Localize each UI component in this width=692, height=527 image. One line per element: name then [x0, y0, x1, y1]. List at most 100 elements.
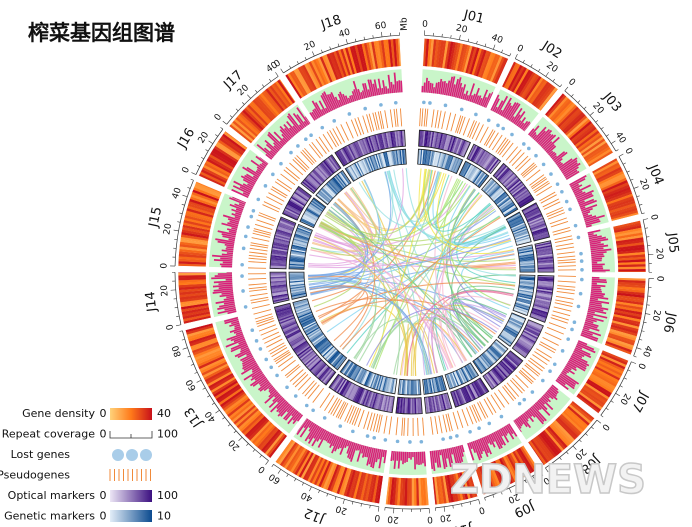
repeat-bar [535, 130, 546, 142]
link [457, 274, 516, 338]
gene-density [245, 105, 267, 128]
repeat-bar [292, 125, 299, 133]
repeat-bar [562, 162, 581, 176]
repeat-bar [457, 445, 464, 463]
repeat-bar [541, 134, 557, 149]
repeat-bar [572, 187, 580, 193]
genetic-marker [495, 193, 508, 205]
gene-density [610, 209, 639, 220]
repeat-bar [247, 183, 254, 188]
repeat-bar [591, 280, 607, 284]
optical-marker [430, 131, 435, 148]
gene-density [355, 471, 365, 500]
minor-tick [623, 377, 627, 380]
link [403, 323, 409, 376]
optical-marker [280, 217, 296, 226]
repeat-bar [249, 374, 266, 387]
genetic-marker [433, 151, 438, 167]
lost-gene [541, 162, 546, 167]
repeat-bar [587, 312, 608, 319]
chromosome-label: J04 [644, 162, 666, 187]
repeat-bar [528, 128, 535, 136]
optical-marker [315, 167, 328, 180]
tick-label: 20 [334, 503, 348, 516]
optical-marker [359, 388, 367, 405]
pseudogene [458, 116, 466, 135]
pseudogene [297, 376, 312, 391]
genetic-marker [299, 315, 314, 324]
gene-density [569, 402, 594, 423]
lost-gene [393, 100, 398, 105]
gene-density [433, 39, 440, 68]
optical-marker [483, 155, 495, 170]
optical-marker [473, 148, 484, 163]
link [430, 207, 494, 374]
pseudogene [250, 242, 269, 247]
optical-marker [525, 324, 542, 333]
genetic-marker [515, 302, 530, 309]
repeat-bar [583, 214, 593, 219]
gene-density [267, 86, 287, 111]
link [463, 262, 516, 269]
lost-gene [322, 416, 327, 420]
optical-marker [481, 153, 492, 168]
minor-tick [246, 443, 249, 446]
genetic-marker [463, 366, 472, 381]
optical-marker [272, 294, 289, 300]
gene-density [615, 232, 644, 240]
optical-marker [537, 262, 554, 266]
optical-marker [523, 206, 539, 216]
gene-density [564, 409, 587, 430]
gene-density [308, 60, 323, 88]
optical-marker [496, 166, 509, 180]
genetic-marker [515, 238, 531, 244]
optical-outline [395, 396, 423, 415]
pseudogene [486, 397, 497, 414]
gene-density [363, 42, 372, 71]
gene-density [206, 158, 233, 174]
genetic-marker [312, 198, 326, 209]
minor-tick [577, 100, 581, 103]
genetic-marker [373, 154, 379, 170]
optical-marker [478, 377, 489, 393]
gene-density [271, 83, 290, 108]
gene-density [444, 475, 452, 504]
optical-marker [290, 337, 305, 347]
genetic-marker [498, 336, 511, 347]
genetic-marker [447, 155, 454, 171]
optical-marker [443, 134, 449, 151]
optical-marker [279, 220, 295, 228]
minor-tick [639, 204, 643, 206]
tick-label: 0 [257, 463, 268, 475]
repeat-bar [404, 451, 407, 463]
pseudogene [421, 108, 424, 127]
gene-density [310, 59, 325, 87]
optical-marker [483, 375, 494, 390]
optical-marker [527, 322, 543, 330]
chromosome-label: J10 [450, 520, 474, 527]
optical-marker [537, 285, 554, 290]
pseudogene [530, 176, 546, 188]
repeat-bar [229, 197, 246, 206]
genetic-marker [514, 233, 530, 240]
repeat-bar [228, 238, 235, 242]
optical-marker [270, 280, 287, 284]
optical-marker [346, 383, 356, 399]
genetic-marker [518, 290, 534, 295]
gene-density [181, 229, 210, 237]
gene-density [291, 448, 309, 475]
optical-marker [341, 381, 351, 397]
gene-density [593, 162, 620, 178]
chromosome-label: J01 [461, 7, 485, 27]
genetic-marker [508, 216, 523, 225]
genetic-marker [371, 373, 378, 389]
repeat-bar [390, 81, 394, 94]
pseudogene [540, 194, 557, 204]
optical-marker [472, 382, 482, 397]
pseudogene [534, 351, 550, 362]
lost-gene [564, 199, 569, 204]
gene-density [606, 338, 634, 351]
gene-density [612, 220, 641, 229]
gene-density [275, 439, 294, 464]
repeat-bar [296, 114, 307, 128]
